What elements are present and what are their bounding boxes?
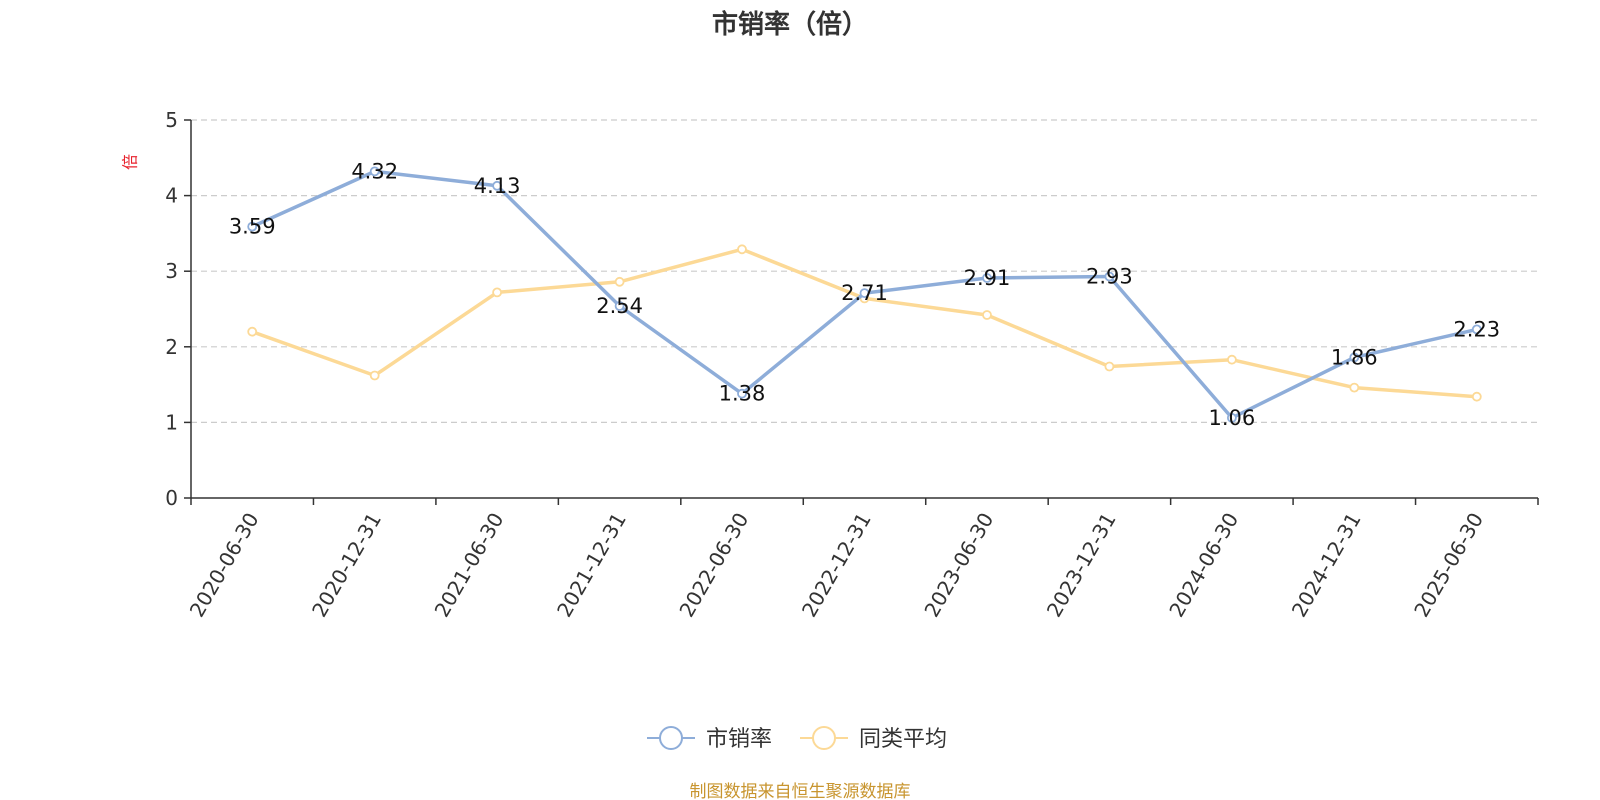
y-tick-label: 0 [165, 486, 178, 510]
series-2-point [369, 370, 380, 381]
chart-title: 市销率（倍） [712, 9, 868, 40]
x-tick-label: 2021-06-30 [430, 509, 509, 622]
series-1-point [492, 180, 503, 191]
legend[interactable]: 市销率 同类平均 [647, 726, 947, 752]
series-2-point [1349, 382, 1360, 393]
series-1-point [982, 273, 992, 283]
y-tick-label: 3 [165, 259, 178, 283]
series-1-point [859, 288, 870, 299]
y-tick-label: 4 [165, 184, 178, 208]
series-1-point [1104, 271, 1115, 282]
x-tick-label: 2023-06-30 [919, 509, 998, 622]
x-tick-label: 2024-12-31 [1287, 509, 1366, 622]
x-tick-label: 2025-06-30 [1409, 509, 1488, 622]
series-1-data-label: 4.13 [474, 174, 521, 198]
series-1-point [1227, 412, 1237, 423]
x-tick-label: 2020-12-31 [307, 509, 386, 622]
x-tick-label: 2024-06-30 [1164, 509, 1243, 622]
legend-item-series-1[interactable]: 市销率 [647, 726, 772, 752]
series-2-point [1471, 391, 1482, 402]
series-1-data-label: 1.06 [1209, 406, 1256, 430]
x-tick-label: 2022-06-30 [674, 509, 753, 622]
x-tick-label: 2020-06-30 [185, 509, 264, 622]
series-1-point [614, 301, 625, 311]
legend-item-series-2[interactable]: 同类平均 [800, 726, 947, 752]
data-labels: 3.59 4.32 4.13 2.54 1.38 2.71 2.91 2.93 1.06 1.86… [229, 159, 1500, 430]
legend-series-1-marker [659, 726, 683, 750]
y-tick-label: 1 [165, 410, 178, 434]
y-ticks: 0 1 2 3 4 5 [165, 108, 191, 510]
y-tick-label: 2 [165, 335, 178, 359]
series-2-point [1227, 354, 1237, 365]
series-1-data-label: 4.32 [351, 159, 398, 183]
series-1-data-label: 2.71 [841, 281, 888, 305]
legend-series-2-label: 同类平均 [859, 727, 947, 752]
x-ticks: 2020-06-30 2020-12-31 2021-06-30 2021-12-31… [185, 498, 1539, 622]
x-tick-label: 2023-12-31 [1042, 509, 1121, 622]
x-tick-label: 2022-12-31 [797, 509, 876, 622]
series-1-data-label: 1.86 [1331, 345, 1378, 369]
y-axis-unit-label: 倍 [121, 154, 140, 170]
legend-series-2-marker [812, 726, 836, 750]
series-2-point [247, 326, 258, 337]
series-1-point [369, 166, 380, 177]
series-1-data-label: 2.54 [596, 294, 643, 318]
series [247, 166, 1482, 423]
series-2-point [1104, 361, 1115, 372]
x-tick-label: 2021-12-31 [552, 509, 631, 622]
series-2-point [982, 310, 992, 320]
series-1-point [1471, 324, 1482, 335]
series-1-data-label: 1.38 [719, 382, 766, 406]
legend-series-1-label: 市销率 [706, 727, 772, 752]
series-1-data-label: 2.23 [1453, 317, 1500, 341]
axes [190, 120, 1538, 499]
data-source-note: 制图数据来自恒生聚源数据库 [690, 782, 911, 800]
series-2-point [492, 287, 503, 298]
series-2-point [737, 244, 747, 255]
y-tick-label: 5 [165, 108, 178, 132]
series-1-point [1349, 352, 1360, 363]
series-1-data-label: 3.59 [229, 215, 276, 239]
series-1-point [737, 388, 747, 399]
series-1-data-label: 2.93 [1086, 265, 1133, 289]
series-1-point [247, 221, 258, 232]
series-2-point [614, 276, 625, 287]
series-1-data-label: 2.91 [964, 266, 1011, 290]
